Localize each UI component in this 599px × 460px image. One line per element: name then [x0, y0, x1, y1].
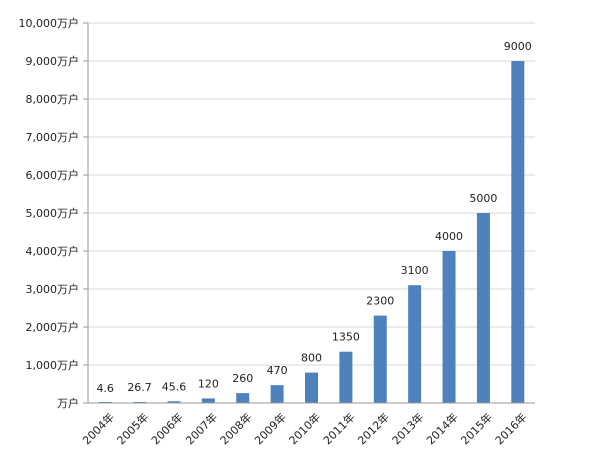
bar	[339, 351, 353, 403]
x-tick-label: 2010年	[286, 410, 323, 447]
data-label: 260	[232, 372, 253, 385]
bar	[373, 315, 387, 403]
x-tick-label: 2007年	[183, 410, 220, 447]
bar	[236, 393, 250, 403]
data-label: 4000	[435, 230, 463, 243]
bars	[98, 61, 525, 403]
x-tick-label: 2011年	[320, 410, 357, 447]
data-label: 5000	[469, 192, 497, 205]
y-tick-label: 3,000万户	[26, 282, 80, 296]
bar	[442, 251, 456, 403]
x-tick-label: 2013年	[389, 410, 426, 447]
bar	[476, 213, 490, 403]
y-tick-label: 9,000万户	[26, 54, 80, 68]
x-tick-label: 2006年	[148, 410, 185, 447]
data-label: 45.6	[162, 380, 187, 393]
data-label: 800	[301, 352, 322, 365]
bar	[133, 401, 147, 403]
gridlines	[88, 22, 535, 366]
x-tick-label: 2005年	[114, 410, 151, 447]
x-tick-label: 2015年	[458, 410, 495, 447]
x-tick-label: 2012年	[355, 410, 392, 447]
y-tick-label: 10,000万户	[19, 16, 80, 30]
y-tick-label: 6,000万户	[26, 168, 80, 182]
bar	[511, 61, 525, 403]
x-tick-label: 2014年	[423, 410, 460, 447]
x-tick-label: 2009年	[251, 410, 288, 447]
y-tick-label: 4,000万户	[26, 244, 80, 258]
data-label: 2300	[366, 295, 394, 308]
data-label: 26.7	[127, 381, 152, 394]
data-label: 3100	[401, 264, 429, 277]
bar	[167, 401, 181, 403]
x-axis-ticks: 2004年2005年2006年2007年2008年2009年2010年2011年…	[79, 410, 529, 447]
x-tick-label: 2016年	[492, 410, 529, 447]
data-labels: 4.6 26.7 45.6 120 260 470 800 1350 2300 3100 4000 5…	[96, 40, 531, 395]
y-tick-label: 5,000万户	[26, 206, 80, 220]
bar	[270, 385, 284, 403]
data-label: 120	[198, 377, 219, 390]
y-tick-label: 万户	[57, 396, 79, 410]
data-label: 1350	[332, 331, 360, 344]
data-label: 470	[267, 364, 288, 377]
y-tick-label: 2,000万户	[26, 320, 80, 334]
data-label: 4.6	[96, 382, 114, 395]
bar	[201, 398, 215, 403]
y-tick-label: 1,000万户	[26, 358, 80, 372]
data-label: 9000	[504, 40, 532, 53]
y-tick-label: 7,000万户	[26, 130, 80, 144]
y-axis-ticks: 万户 1,000万户 2,000万户 3,000万户 4,000万户 5,000万户 6,0…	[19, 16, 88, 410]
y-tick-label: 8,000万户	[26, 92, 80, 106]
x-tick-label: 2008年	[217, 410, 254, 447]
x-tick-label: 2004年	[79, 410, 116, 447]
bar	[408, 285, 422, 403]
bar	[305, 372, 318, 403]
